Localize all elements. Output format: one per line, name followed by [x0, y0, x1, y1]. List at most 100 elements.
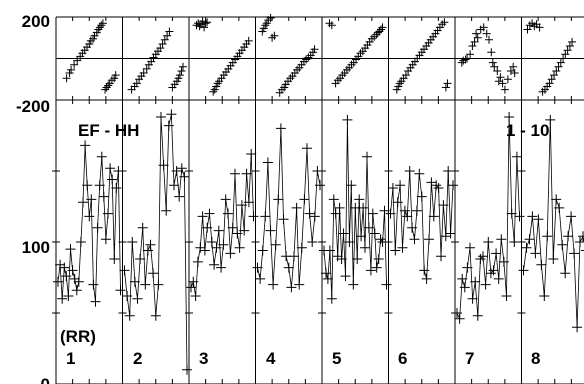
scatter-point-panel-4	[310, 45, 319, 54]
scatter-point-panel-6	[441, 83, 450, 92]
data-point-panel-6	[443, 166, 454, 176]
data-point-panel-5	[358, 202, 369, 213]
data-point-panel-4	[299, 194, 310, 205]
series-line-panel-7	[456, 116, 520, 319]
data-point-panel-3	[190, 291, 201, 301]
scatter-point-panel-7	[488, 58, 497, 67]
data-point-panel-3	[243, 197, 254, 208]
data-point-panel-4	[307, 237, 318, 247]
data-point-panel-2	[124, 310, 135, 321]
scatter-point-panel-2	[156, 44, 165, 53]
scatter-point-panel-3	[209, 87, 218, 96]
panel-label-3: 3	[199, 349, 208, 368]
data-point-panel-6	[436, 251, 446, 262]
data-point-panel-2	[171, 166, 182, 176]
data-point-panel-7	[452, 308, 462, 318]
data-point-panel-4	[278, 214, 289, 225]
data-point-panel-5	[340, 271, 351, 282]
scatter-point-panel-2	[139, 69, 148, 77]
data-point-panel-3	[225, 248, 236, 259]
scatter-point-panel-3	[200, 23, 209, 32]
series-line-panel-8	[523, 119, 584, 328]
data-point-panel-6	[424, 234, 434, 245]
scatter-point-panel-7	[468, 42, 477, 50]
scatter-point-panel-7	[509, 62, 518, 71]
data-point-panel-2	[140, 279, 151, 290]
scatter-point-panel-7	[482, 29, 491, 38]
data-point-panel-6	[409, 234, 420, 245]
data-point-panel-7	[470, 276, 481, 287]
data-point-panel-6	[402, 211, 413, 222]
scatter-point-panel-3	[203, 18, 212, 27]
data-point-panel-5	[330, 208, 341, 219]
data-point-panel-7	[483, 237, 494, 247]
data-point-panel-8	[524, 234, 535, 245]
data-point-panel-4	[289, 251, 299, 262]
data-point-panel-7	[511, 151, 522, 162]
data-point-panel-5	[365, 265, 376, 276]
scatter-point-panel-7	[479, 23, 488, 32]
scatter-point-panel-8	[552, 67, 561, 75]
data-point-panel-8	[527, 211, 538, 222]
scatter-point-panel-2	[165, 27, 174, 36]
scatter-point-panel-1	[95, 23, 104, 32]
data-point-panel-3	[223, 208, 233, 219]
scatter-point-panel-7	[463, 54, 472, 63]
data-point-panel-5	[324, 245, 335, 256]
data-point-panel-6	[387, 183, 398, 193]
data-point-panel-1	[105, 163, 116, 174]
data-point-panel-2	[122, 291, 133, 301]
scatter-point-panel-3	[195, 22, 204, 31]
data-point-panel-6	[428, 211, 439, 222]
data-point-panel-3	[213, 225, 224, 236]
data-point-panel-7	[493, 273, 504, 284]
data-point-panel-1	[69, 273, 80, 284]
data-point-panel-8	[533, 214, 544, 225]
scatter-point-panel-4	[266, 14, 275, 22]
data-point-panel-8	[521, 242, 532, 253]
data-point-panel-6	[426, 177, 437, 188]
data-point-panel-7	[465, 242, 475, 253]
data-point-panel-1	[86, 194, 97, 205]
scatter-point-panel-7	[496, 73, 505, 82]
data-point-panel-3	[197, 211, 208, 222]
data-point-panel-8	[554, 202, 565, 213]
data-point-panel-5	[367, 208, 378, 219]
data-point-panel-3	[236, 200, 247, 211]
scatter-point-panel-8	[559, 54, 568, 63]
data-point-panel-1	[75, 237, 86, 247]
data-point-panel-7	[496, 234, 507, 245]
data-point-panel-4	[302, 143, 312, 154]
data-point-panel-7	[509, 237, 520, 247]
data-point-panel-1	[78, 197, 88, 208]
data-point-panel-6	[448, 180, 458, 191]
data-point-panel-5	[342, 114, 353, 125]
data-point-panel-2	[150, 310, 161, 321]
data-point-panel-8	[545, 114, 556, 125]
data-point-panel-4	[275, 123, 286, 134]
data-point-panel-3	[239, 225, 250, 236]
scatter-point-panel-1	[104, 81, 113, 90]
data-point-panel-3	[192, 256, 203, 267]
data-point-panel-8	[578, 231, 584, 242]
data-point-panel-3	[209, 259, 220, 270]
panel-label-4: 4	[266, 349, 276, 368]
data-point-panel-1	[107, 174, 118, 185]
data-point-panel-2	[148, 268, 159, 279]
panel-label-6: 6	[398, 349, 407, 368]
scatter-point-panel-1	[73, 56, 82, 65]
data-point-panel-6	[399, 205, 410, 216]
data-point-panel-2	[127, 237, 138, 247]
data-point-panel-8	[530, 248, 541, 259]
data-point-panel-7	[504, 112, 515, 122]
y-tick-label-200: 200	[22, 12, 50, 31]
data-point-panel-5	[336, 254, 347, 264]
data-point-panel-4	[291, 202, 302, 213]
data-point-panel-3	[202, 222, 213, 233]
data-point-panel-4	[283, 262, 294, 273]
data-point-panel-3	[241, 168, 252, 179]
scatter-point-panel-1	[67, 65, 76, 74]
scatter-point-panel-1	[111, 71, 120, 80]
data-point-panel-8	[566, 211, 577, 222]
